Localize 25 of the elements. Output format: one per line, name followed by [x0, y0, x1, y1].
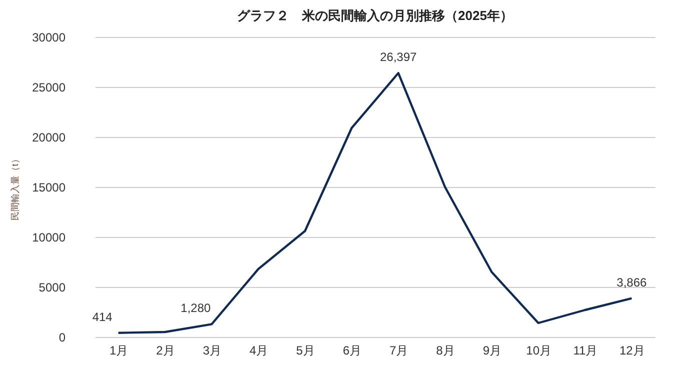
x-tick-label: 1月: [109, 344, 128, 358]
x-tick-label: 10月: [526, 344, 552, 358]
y-tick-label: 20000: [32, 130, 66, 144]
data-label: 1,280: [180, 301, 212, 316]
y-tick-label: 15000: [32, 180, 66, 194]
x-tick-label: 12月: [619, 344, 645, 358]
y-tick-label: 0: [58, 330, 66, 344]
y-tick-label: 10000: [32, 230, 66, 244]
data-label: 3,866: [616, 275, 648, 290]
data-label: 414: [92, 310, 113, 324]
x-tick-label: 9月: [482, 344, 502, 358]
y-tick-label: 5000: [38, 280, 66, 294]
x-tick-label: 11月: [573, 344, 598, 358]
x-tick-label: 6月: [342, 344, 362, 358]
x-tick-label: 3月: [202, 344, 222, 358]
y-tick-label: 30000: [32, 30, 66, 44]
x-tick-label: 7月: [389, 344, 408, 358]
data-label: 26,397: [380, 50, 418, 64]
chart-title: グラフ２ 米の民間輸入の月別推移（2025年）: [237, 8, 513, 23]
x-tick-label: 5月: [296, 344, 315, 358]
y-tick-label: 25000: [32, 80, 66, 94]
y-axis-title: 民間輸入量（t）: [10, 154, 20, 220]
x-tick-label: 2月: [156, 344, 175, 358]
x-tick-label: 4月: [249, 344, 268, 358]
x-tick-label: 8月: [436, 344, 455, 358]
